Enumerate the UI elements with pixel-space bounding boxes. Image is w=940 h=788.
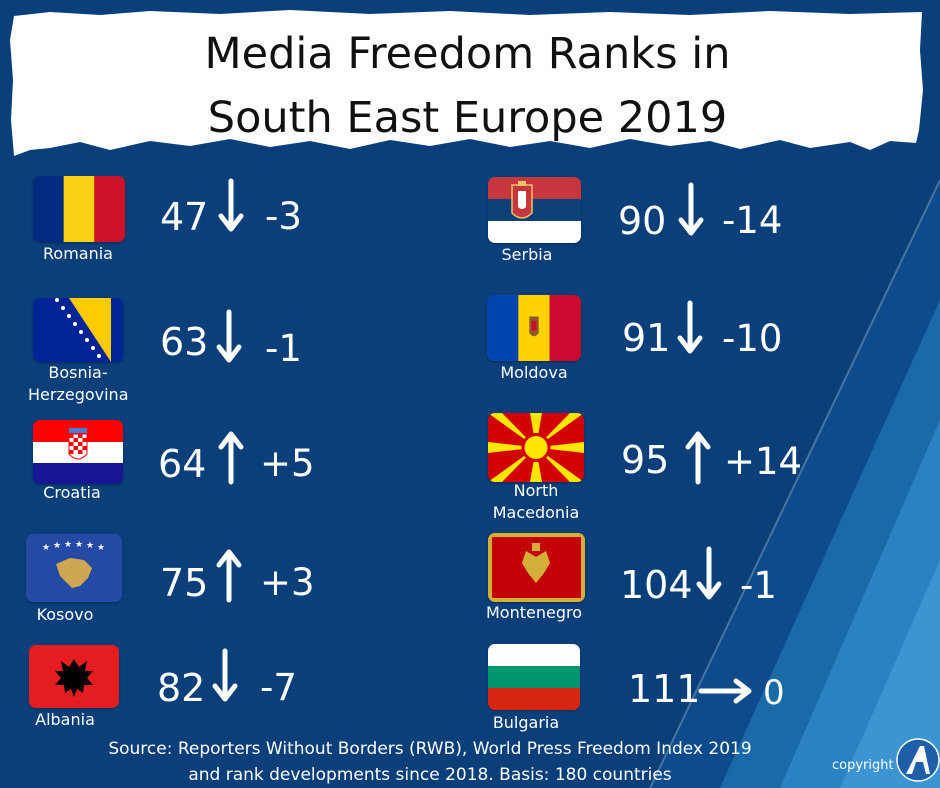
- change-value: -3: [265, 195, 302, 238]
- country-name: North Macedonia: [486, 480, 586, 524]
- source-note: Source: Reporters Without Borders (RWB),…: [70, 736, 790, 788]
- page-title: Media Freedom Ranks in South East Europe…: [10, 22, 925, 150]
- bosnia-herzegovina-flag-icon: [33, 298, 123, 362]
- rank-value: 104: [620, 563, 693, 607]
- rank-value: 91: [622, 316, 671, 360]
- svg-text:★: ★: [86, 541, 94, 551]
- change-value: 0: [763, 673, 785, 713]
- change-value: -7: [260, 666, 297, 709]
- country-name: Montenegro: [485, 603, 582, 622]
- rank-value: 82: [157, 666, 206, 710]
- source-line-2: and rank developments since 2018. Basis:…: [188, 765, 672, 785]
- rank-value: 47: [160, 195, 209, 239]
- svg-text:★: ★: [42, 543, 50, 553]
- country-name-line-2: Macedonia: [492, 503, 580, 522]
- montenegro-flag-icon: [488, 533, 585, 602]
- change-value: -1: [265, 327, 302, 370]
- north-macedonia-flag-icon: [488, 413, 584, 482]
- country-name: Moldova: [500, 363, 568, 382]
- serbia-flag-icon: [488, 177, 581, 243]
- albania-flag-icon: [29, 645, 119, 708]
- country-name: Albania: [35, 710, 95, 729]
- copyright-label: copyright: [832, 758, 894, 773]
- moldova-flag-icon: [487, 295, 581, 361]
- rank-value: 75: [160, 561, 209, 605]
- arrow-down-icon: [218, 178, 244, 234]
- country-name: Serbia: [501, 245, 553, 264]
- romania-flag-icon: [33, 176, 125, 242]
- change-value: +3: [260, 561, 315, 604]
- change-value: -14: [722, 199, 783, 242]
- change-value: -1: [740, 564, 777, 607]
- bulgaria-flag-icon: [488, 644, 580, 710]
- country-name: Kosovo: [36, 605, 94, 624]
- title-line-1: Media Freedom Ranks in: [204, 29, 731, 79]
- arrow-down-icon: [212, 648, 238, 704]
- arrow-down-icon: [678, 182, 704, 238]
- arrow-down-icon: [696, 546, 722, 602]
- arrow-down-icon: [216, 309, 242, 365]
- country-name: Croatia: [43, 483, 101, 502]
- change-value: +14: [724, 440, 803, 483]
- source-line-1: Source: Reporters Without Borders (RWB),…: [108, 739, 752, 759]
- change-value: -10: [722, 317, 783, 360]
- arrow-right-icon: [698, 678, 754, 704]
- country-name-line-2: Herzegovina: [28, 385, 129, 404]
- svg-text:★: ★: [64, 540, 72, 550]
- kosovo-flag-icon: ★ ★ ★ ★ ★ ★: [26, 534, 122, 602]
- title-banner: [10, 10, 923, 156]
- country-name-line-1: North: [513, 481, 559, 500]
- title-line-2: South East Europe 2019: [207, 93, 728, 143]
- arrow-down-icon: [677, 300, 703, 356]
- rank-value: 63: [160, 320, 209, 364]
- rank-value: 95: [621, 438, 670, 482]
- rank-value: 111: [628, 667, 701, 711]
- country-name: Bulgaria: [492, 713, 560, 732]
- arrow-up-icon: [216, 547, 242, 603]
- country-name: Romania: [43, 244, 113, 263]
- arrow-up-icon: [685, 429, 711, 485]
- arrow-up-icon: [218, 429, 244, 485]
- brand-logo-icon: [896, 738, 940, 782]
- rank-value: 90: [618, 199, 667, 243]
- rank-value: 64: [158, 442, 207, 486]
- svg-text:★: ★: [53, 541, 61, 551]
- svg-text:★: ★: [75, 540, 83, 550]
- country-name: Bosnia- Herzegovina: [28, 362, 129, 406]
- change-value: +5: [260, 442, 315, 485]
- croatia-flag-icon: [33, 420, 123, 484]
- svg-text:★: ★: [97, 543, 105, 553]
- country-name-line-1: Bosnia-: [48, 363, 108, 382]
